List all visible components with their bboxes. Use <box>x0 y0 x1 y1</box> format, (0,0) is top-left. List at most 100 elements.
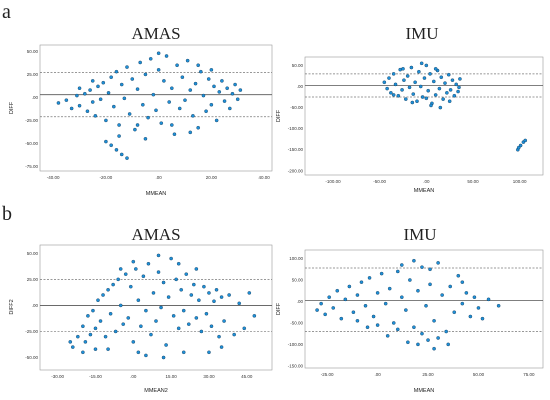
data-point <box>315 308 319 312</box>
data-point <box>192 282 196 287</box>
data-point <box>222 319 226 323</box>
y-tick-label: -50.00 <box>290 320 303 325</box>
data-point <box>77 86 82 91</box>
data-point <box>460 301 465 306</box>
data-point <box>191 114 195 118</box>
data-point <box>428 72 432 76</box>
x-tick-labels: -25.00 .00 25.00 50.00 75.00 <box>321 372 535 377</box>
x-tick-label: 25.00 <box>422 372 434 377</box>
data-point <box>112 104 116 109</box>
x-tick-label: 50.00 <box>467 179 479 184</box>
data-point <box>391 72 396 76</box>
data-point <box>141 103 145 107</box>
data-point <box>387 286 392 291</box>
data-point <box>129 284 133 289</box>
data-point <box>387 76 391 80</box>
x-tick-label: 50.00 <box>473 372 485 377</box>
data-point <box>458 77 462 81</box>
data-point <box>81 350 85 355</box>
data-point <box>207 350 211 355</box>
data-point <box>156 253 161 258</box>
data-point <box>130 77 135 81</box>
data-point <box>98 319 103 323</box>
data-point <box>135 87 140 91</box>
data-point <box>457 85 461 90</box>
data-point <box>417 69 421 74</box>
data-point <box>176 326 181 331</box>
data-point <box>319 301 323 306</box>
data-point <box>151 291 156 295</box>
data-point <box>125 65 129 69</box>
data-point <box>194 267 199 271</box>
data-point <box>196 63 200 68</box>
data-point <box>144 353 148 358</box>
data-point <box>400 88 404 92</box>
data-point <box>343 297 348 302</box>
data-point <box>452 310 457 314</box>
x-tick-labels: -40.00 -20.00 .00 20.00 40.00 <box>47 175 270 180</box>
data-point <box>164 343 168 347</box>
data-point <box>448 284 452 289</box>
y-tick-label: 50.00 <box>27 49 39 54</box>
data-point <box>516 145 521 150</box>
x-tick-label: .00 <box>374 372 381 377</box>
data-point <box>161 355 166 360</box>
y-tick-label: 25.00 <box>27 277 39 282</box>
data-point <box>382 80 387 85</box>
data-point <box>415 99 419 104</box>
chart-title: AMAS <box>131 225 180 244</box>
y-tick-label: -75.00 <box>25 164 38 169</box>
data-point <box>375 323 380 327</box>
chart-b-amas: AMAS 50.00 25.00 .00 -25.00 -50.00 -30.00 -15… <box>9 225 273 394</box>
x-tick-label: -40.00 <box>47 175 60 180</box>
data-point <box>419 61 424 66</box>
data-point <box>151 92 156 97</box>
data-point <box>456 89 460 94</box>
data-point <box>355 293 360 297</box>
x-tick-label: 75.00 <box>523 372 535 377</box>
data-point <box>447 99 452 104</box>
data-point <box>428 282 432 287</box>
data-point <box>217 90 222 94</box>
data-point <box>136 350 141 355</box>
data-point <box>235 97 240 102</box>
data-point <box>106 347 110 351</box>
data-point <box>212 299 216 304</box>
data-point <box>214 288 219 292</box>
data-point <box>413 80 417 85</box>
data-point <box>201 93 206 98</box>
data-points <box>382 61 528 152</box>
data-point <box>347 284 352 289</box>
data-point <box>193 81 198 86</box>
data-point <box>396 327 400 332</box>
data-point <box>75 93 79 98</box>
y-tick-label: .00 <box>32 95 39 100</box>
y-tick-label: -150.00 <box>288 147 304 152</box>
data-point <box>175 63 179 68</box>
x-tick-label: -30.00 <box>51 374 64 379</box>
x-tick-label: -25.00 <box>321 372 334 377</box>
data-point <box>406 340 410 345</box>
data-point <box>389 91 393 95</box>
y-axis-label: DIFF <box>276 109 282 122</box>
data-point <box>365 325 370 330</box>
data-point <box>125 156 129 160</box>
data-point <box>83 91 87 96</box>
data-point <box>154 108 158 113</box>
data-point <box>445 91 449 95</box>
data-point <box>174 277 178 282</box>
data-point <box>116 277 120 282</box>
y-tick-label: 50.00 <box>292 278 304 283</box>
data-point <box>404 308 408 312</box>
data-point <box>206 77 211 81</box>
plot-frame <box>304 249 544 369</box>
data-point <box>81 324 85 329</box>
data-point <box>217 334 221 339</box>
y-axis-label: DIFF2 <box>9 299 15 314</box>
data-point <box>441 97 445 101</box>
data-point <box>460 280 465 284</box>
data-point <box>408 278 412 282</box>
data-point <box>136 298 141 302</box>
data-point <box>476 306 481 310</box>
x-tick-label: -20.00 <box>100 175 113 180</box>
